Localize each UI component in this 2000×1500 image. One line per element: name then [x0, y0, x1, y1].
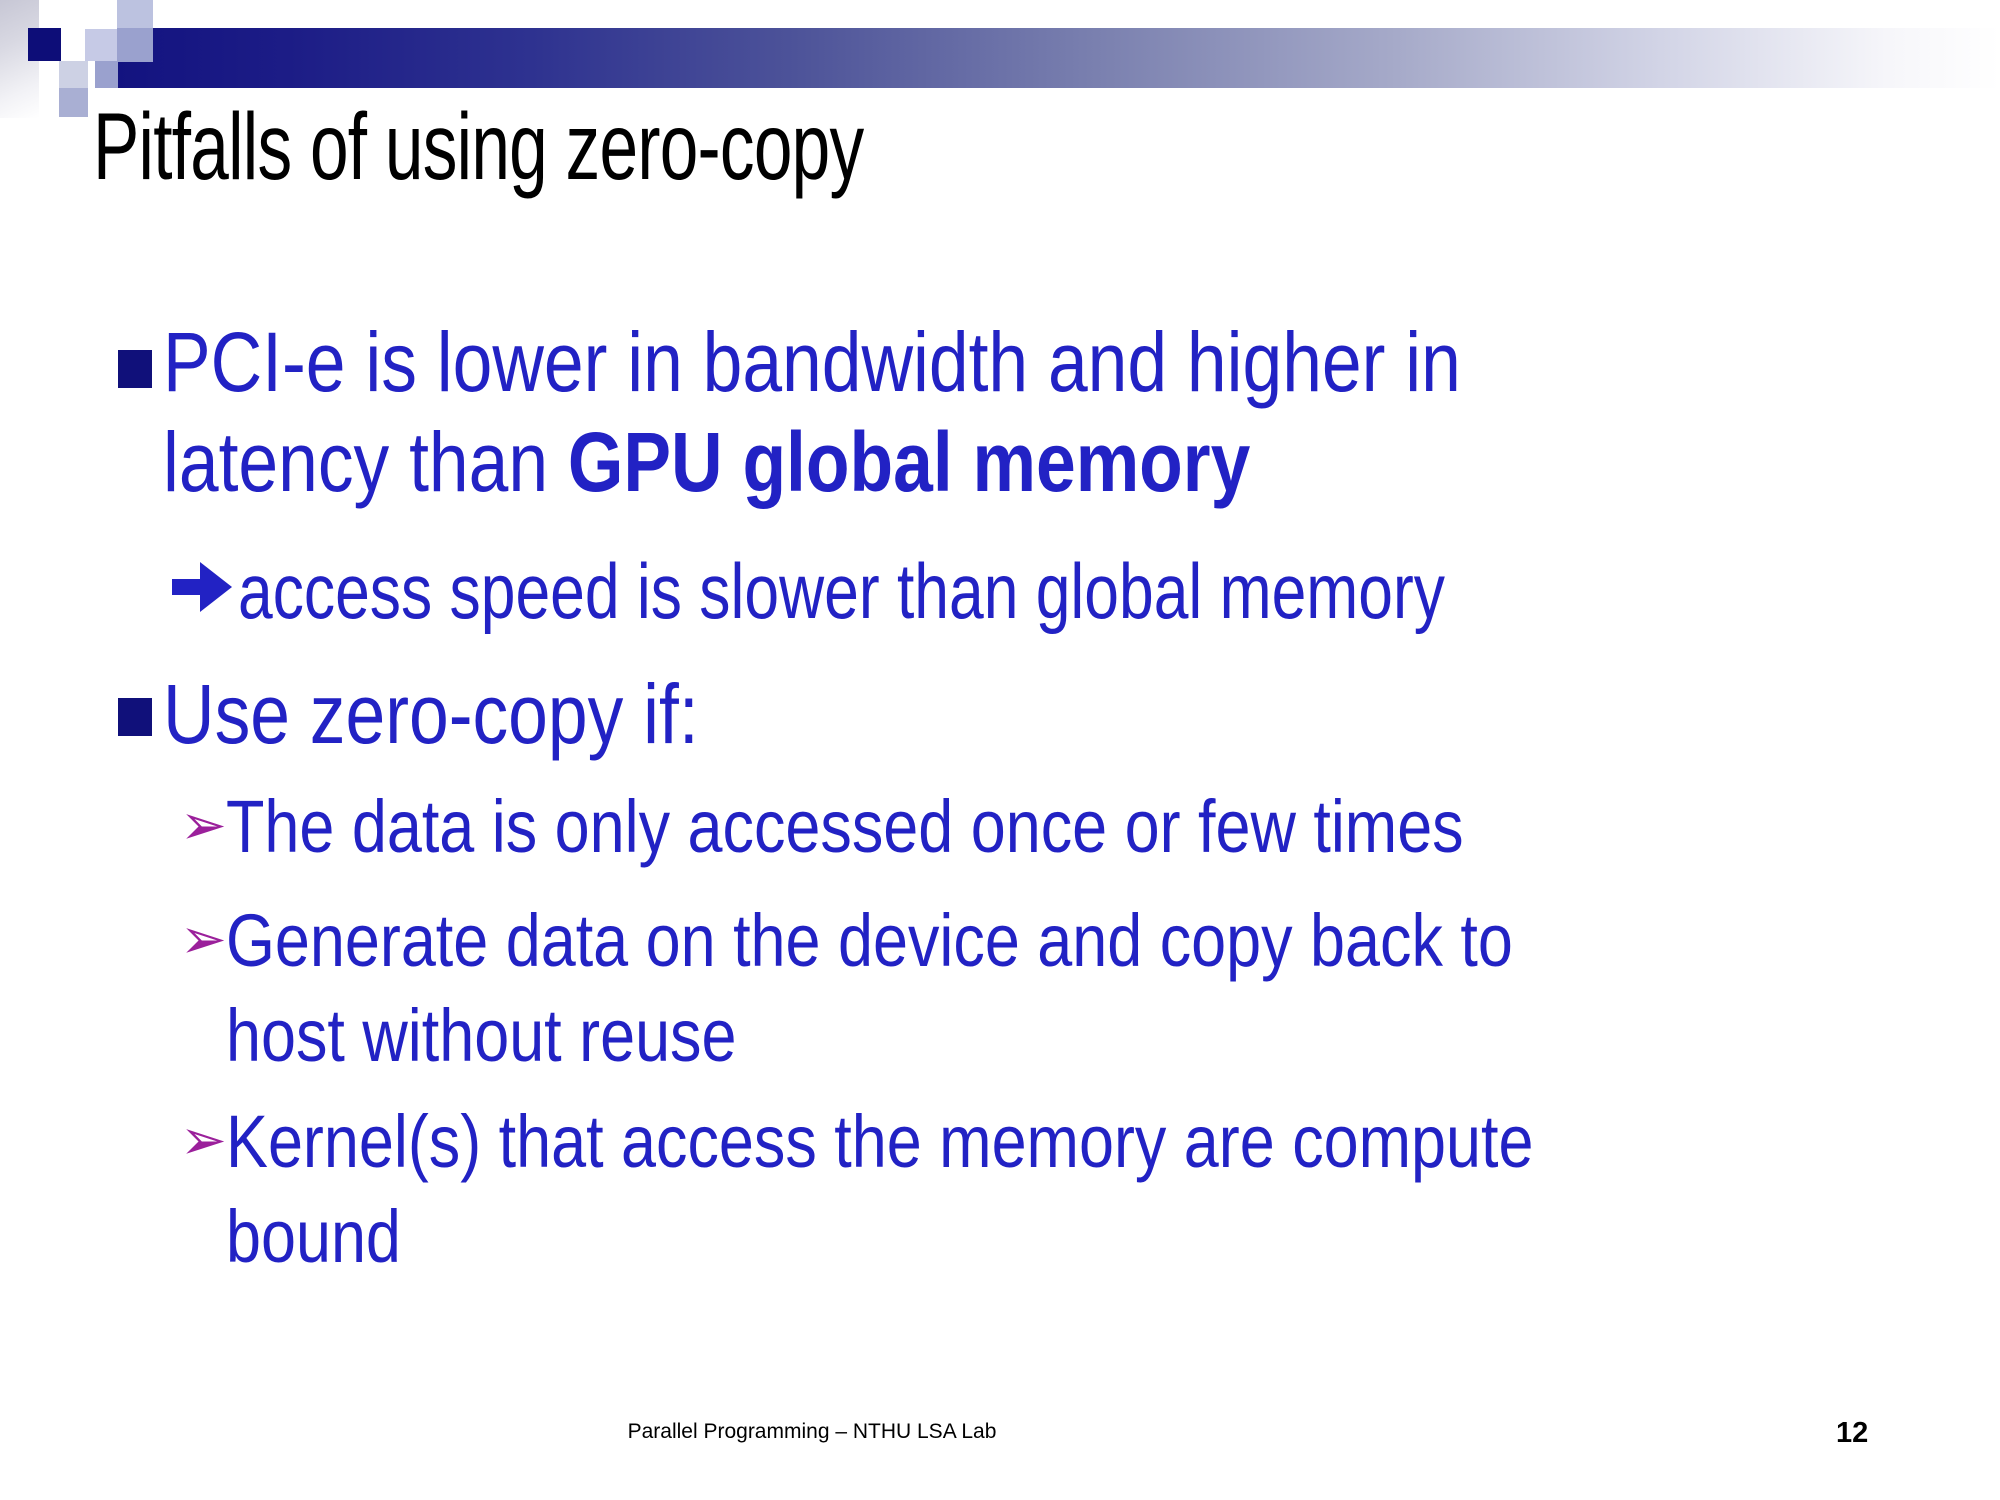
- decor-square-below: [59, 88, 88, 117]
- sub-bullet-3-line-1-text: Kernel(s) that access the memory are com…: [226, 1100, 1534, 1183]
- arrowhead-bullet-icon: ➢: [180, 793, 227, 858]
- bullet-square-icon: [118, 698, 152, 736]
- arrowhead-bullet-icon: ➢: [180, 907, 227, 972]
- footer-text: Parallel Programming – NTHU LSA Lab: [627, 1420, 997, 1443]
- decor-square-navy: [28, 28, 61, 61]
- sub-bullet-1-line-1: The data is only accessed once or few ti…: [226, 790, 1682, 864]
- decor-square-light: [85, 29, 118, 61]
- bullet-2-text-span: Use zero-copy if:: [163, 667, 699, 761]
- decor-square-mid2: [95, 61, 118, 88]
- decor-square-mid: [117, 28, 153, 62]
- arrowhead-bullet-icon: ➢: [180, 1108, 227, 1173]
- gpu-global-memory-bold: GPU global memory: [567, 415, 1251, 509]
- bullet-1-line-1: PCI-e is lower in bandwidth and higher i…: [163, 320, 1690, 404]
- sub-bullet-1-text: The data is only accessed once or few ti…: [226, 785, 1464, 868]
- bullet-2-text: Use zero-copy if:: [163, 672, 793, 756]
- sub-bullet-2-line-2: host without reuse: [226, 999, 827, 1073]
- sub-bullet-3-line-2: bound: [226, 1200, 432, 1274]
- arrow-subbullet-text-span: access speed is slower than global memor…: [238, 547, 1445, 635]
- decor-square-above-bar: [117, 0, 153, 29]
- bullet-1-line-2-text: latency than GPU global memory: [163, 420, 1250, 504]
- sub-bullet-3-line-1: Kernel(s) that access the memory are com…: [226, 1105, 1764, 1179]
- slide-title: Pitfalls of using zero-copy: [93, 100, 1148, 195]
- arrow-subbullet-text: access speed is slower than global memor…: [238, 552, 1747, 630]
- bullet-1-line-2-normal: latency than: [163, 415, 568, 509]
- sub-bullet-2-line-2-text: host without reuse: [226, 994, 737, 1077]
- sub-bullet-2-line-1: Generate data on the device and copy bac…: [226, 904, 1740, 978]
- arrow-right-icon: [172, 562, 232, 612]
- bullet-square-icon: [118, 350, 152, 388]
- decor-square-pale: [59, 61, 88, 88]
- sub-bullet-3-line-2-text: bound: [226, 1195, 401, 1278]
- bullet-1-line-2: latency than GPU global memory: [163, 420, 1442, 504]
- page-number: 12: [1836, 1417, 1869, 1449]
- slide-title-text: Pitfalls of using zero-copy: [93, 94, 864, 200]
- header-gradient-bar: [117, 28, 2000, 88]
- bullet-1-line-1-text: PCI-e is lower in bandwidth and higher i…: [163, 315, 1461, 409]
- sub-bullet-2-line-1-text: Generate data on the device and copy bac…: [226, 899, 1513, 982]
